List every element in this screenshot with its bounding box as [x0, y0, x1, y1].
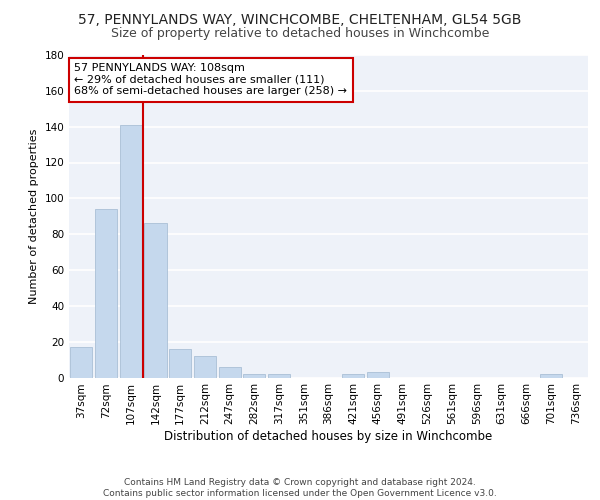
Bar [70, 347, 92, 378]
Bar [194, 356, 216, 378]
Bar [243, 374, 265, 378]
Bar [145, 224, 167, 378]
Bar [268, 374, 290, 378]
Text: Contains HM Land Registry data © Crown copyright and database right 2024.
Contai: Contains HM Land Registry data © Crown c… [103, 478, 497, 498]
Text: Size of property relative to detached houses in Winchcombe: Size of property relative to detached ho… [111, 28, 489, 40]
Bar [218, 367, 241, 378]
Text: 57 PENNYLANDS WAY: 108sqm
← 29% of detached houses are smaller (111)
68% of semi: 57 PENNYLANDS WAY: 108sqm ← 29% of detac… [74, 63, 347, 96]
Y-axis label: Number of detached properties: Number of detached properties [29, 128, 39, 304]
Text: 57, PENNYLANDS WAY, WINCHCOMBE, CHELTENHAM, GL54 5GB: 57, PENNYLANDS WAY, WINCHCOMBE, CHELTENH… [79, 12, 521, 26]
Bar [169, 349, 191, 378]
Bar [95, 209, 117, 378]
Bar [540, 374, 562, 378]
Bar [342, 374, 364, 378]
Bar [119, 125, 142, 378]
Bar [367, 372, 389, 378]
X-axis label: Distribution of detached houses by size in Winchcombe: Distribution of detached houses by size … [164, 430, 493, 443]
